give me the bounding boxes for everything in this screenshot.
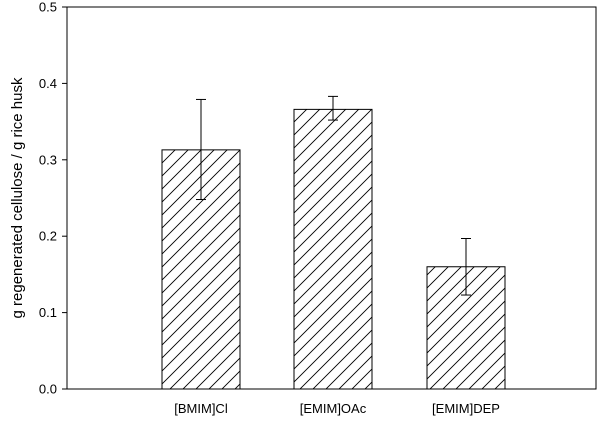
bars xyxy=(161,108,506,390)
x-tick-label: [EMIM]OAc xyxy=(300,401,367,416)
y-tick-label: 0.2 xyxy=(39,229,57,244)
error-bars xyxy=(196,95,471,296)
x-tick-label: [EMIM]DEP xyxy=(432,401,500,416)
bar-2 xyxy=(293,108,373,390)
y-axis-ticks: 0.0 0.1 0.2 0.3 0.4 0.5 xyxy=(39,0,67,397)
x-axis-labels: [BMIM]Cl [EMIM]OAc [EMIM]DEP xyxy=(174,401,500,416)
y-tick-label: 0.3 xyxy=(39,152,57,167)
y-tick-label: 0.5 xyxy=(39,0,57,15)
x-tick-label: [BMIM]Cl xyxy=(174,401,228,416)
y-tick-label: 0.0 xyxy=(39,382,57,397)
y-tick-label: 0.1 xyxy=(39,305,57,320)
y-axis-title: g regenerated cellulose / g rice husk xyxy=(9,77,26,318)
y-tick-label: 0.4 xyxy=(39,76,57,91)
